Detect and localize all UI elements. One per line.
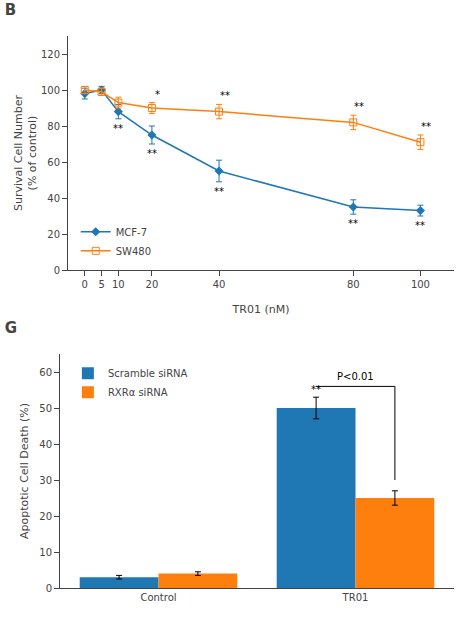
svg-text:SW480: SW480 [116, 246, 151, 257]
svg-text:20: 20 [47, 229, 60, 240]
svg-text:**: ** [220, 90, 230, 101]
svg-text:Apoptotic Cell Death (%): Apoptotic Cell Death (%) [18, 403, 31, 539]
svg-text:**: ** [421, 121, 431, 132]
svg-text:**: ** [311, 384, 321, 395]
svg-text:**: ** [348, 218, 358, 229]
svg-text:10: 10 [112, 279, 125, 290]
svg-text:G: G [5, 319, 17, 337]
svg-text:**: ** [354, 101, 364, 112]
svg-text:**: ** [113, 123, 123, 134]
svg-text:20: 20 [39, 511, 52, 522]
svg-text:40: 40 [213, 279, 226, 290]
svg-text:P<0.01: P<0.01 [337, 371, 374, 382]
svg-text:0: 0 [82, 279, 88, 290]
svg-text:120: 120 [41, 49, 60, 60]
svg-text:40: 40 [39, 439, 52, 450]
svg-text:50: 50 [39, 403, 52, 414]
svg-text:80: 80 [347, 279, 360, 290]
svg-text:**: ** [415, 220, 425, 231]
svg-text:MCF-7: MCF-7 [116, 227, 147, 238]
svg-text:60: 60 [39, 367, 52, 378]
svg-text:30: 30 [39, 475, 52, 486]
svg-text:RXRα siRNA: RXRα siRNA [108, 387, 168, 398]
svg-text:**: ** [214, 186, 224, 197]
svg-text:0: 0 [46, 583, 52, 594]
svg-text:0: 0 [54, 265, 60, 276]
svg-text:TR01 (nM): TR01 (nM) [232, 303, 290, 316]
svg-text:TR01: TR01 [342, 592, 369, 603]
svg-text:100: 100 [41, 85, 60, 96]
svg-text:10: 10 [39, 547, 52, 558]
svg-text:B: B [5, 1, 16, 19]
svg-text:5: 5 [98, 279, 104, 290]
svg-text:80: 80 [47, 121, 60, 132]
svg-text:**: ** [147, 148, 157, 159]
svg-text:100: 100 [411, 279, 430, 290]
svg-text:20: 20 [146, 279, 159, 290]
svg-text:Survival Cell Number(% of cont: Survival Cell Number(% of control) [12, 94, 39, 211]
svg-text:Control: Control [140, 592, 176, 603]
svg-text:*: * [155, 89, 160, 100]
svg-text:60: 60 [47, 157, 60, 168]
svg-text:40: 40 [47, 193, 60, 204]
svg-text:Scramble siRNA: Scramble siRNA [108, 368, 188, 379]
